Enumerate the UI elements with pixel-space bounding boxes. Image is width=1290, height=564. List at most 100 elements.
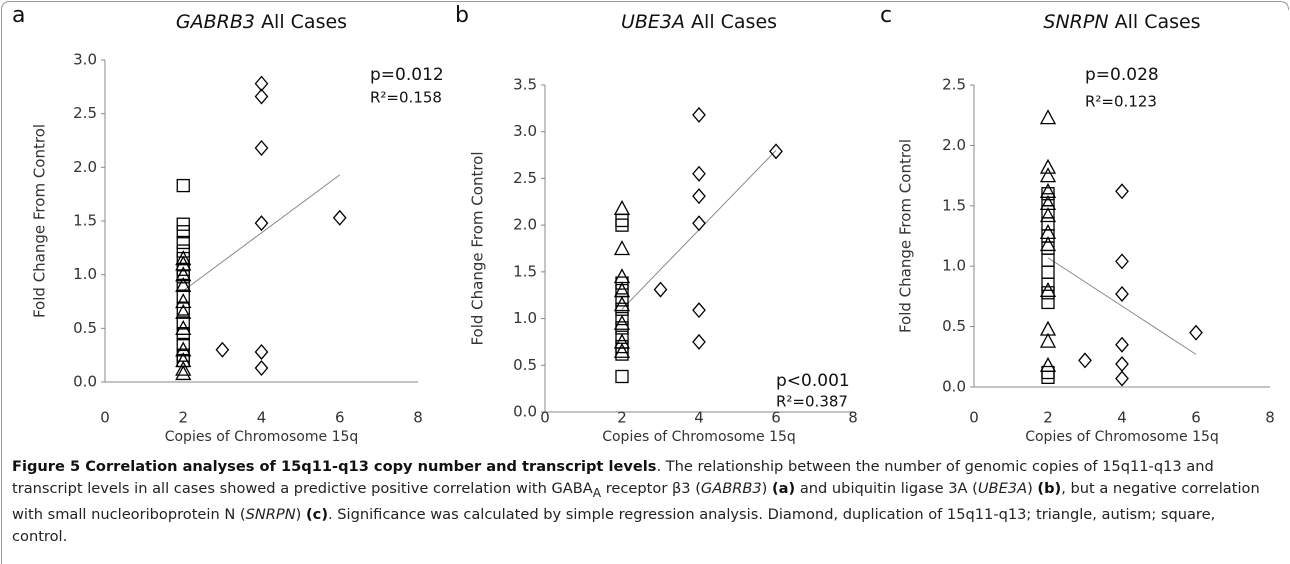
point	[1041, 241, 1055, 255]
point	[176, 235, 190, 250]
y-tick-label: 3.0	[513, 122, 537, 140]
point	[615, 369, 629, 384]
x-tick-label: 0	[540, 409, 550, 427]
point	[1039, 207, 1057, 223]
x-tick-label: 4	[257, 409, 267, 427]
point	[176, 289, 190, 303]
point	[175, 255, 192, 271]
x-tick-label: 4	[1117, 409, 1127, 427]
y-tick-label: 2.5	[513, 169, 537, 187]
caption-text: )	[761, 480, 772, 497]
title-gene: UBE3A	[621, 11, 685, 33]
y-tick-label: 0.5	[513, 356, 537, 374]
point	[176, 316, 190, 330]
point	[254, 88, 269, 105]
point	[692, 188, 706, 205]
title-text: All Cases	[691, 11, 777, 33]
point	[254, 360, 269, 377]
point	[692, 165, 706, 182]
point	[254, 343, 269, 360]
annotation: R²=0.158	[370, 89, 442, 107]
point	[1041, 277, 1055, 291]
x-tick-label: 0	[969, 409, 979, 427]
x-tick-label: 2	[178, 409, 188, 427]
point	[176, 217, 190, 231]
annotation: R²=0.387	[776, 393, 848, 411]
x-tick-label: 8	[848, 409, 858, 427]
point	[1041, 265, 1055, 279]
y-tick-label: 1.5	[513, 262, 537, 280]
annotation: p=0.012	[370, 65, 444, 85]
point	[692, 215, 706, 232]
point	[615, 311, 629, 326]
caption-title: Figure 5 Correlation analyses of 15q11-q…	[12, 458, 657, 475]
point	[613, 268, 631, 284]
y-tick-label: 3.0	[73, 51, 97, 69]
title-gene: GABRB3	[176, 11, 255, 33]
trendline	[182, 174, 341, 292]
y-tick-label: 2.0	[513, 216, 537, 234]
point	[613, 240, 631, 256]
y-tick-label: 0.0	[73, 373, 97, 391]
point	[175, 266, 192, 282]
y-tick-label: 1.0	[73, 265, 97, 283]
point	[1078, 352, 1092, 369]
point	[1115, 370, 1129, 387]
point	[175, 277, 192, 293]
x-tick-label: 0	[100, 409, 110, 427]
caption-text: A	[592, 485, 602, 500]
caption-text: . The relationship between the number of…	[12, 458, 1214, 497]
y-tick-label: 1.0	[513, 309, 537, 327]
caption-text: (a)	[772, 480, 796, 497]
point	[615, 218, 629, 232]
point	[1115, 253, 1129, 270]
x-tick-label: 2	[617, 409, 627, 427]
y-tick-label: 1.5	[73, 212, 97, 230]
caption-text: (b)	[1037, 480, 1062, 497]
caption-text: . Significance was calculated by simple …	[12, 505, 1216, 545]
point	[1115, 356, 1129, 373]
point	[1039, 109, 1057, 125]
point	[1039, 332, 1057, 348]
annotation: p<0.001	[776, 371, 850, 391]
point	[1041, 286, 1055, 300]
caption-text: , but a negative correlation with small …	[12, 480, 1260, 523]
point	[176, 225, 190, 239]
caption-text: (c)	[306, 505, 328, 523]
chart-title: SNRPN All Cases	[1043, 11, 1200, 33]
annotation: p=0.028	[1085, 65, 1159, 85]
x-axis-label: Copies of Chromosome 15q	[1025, 429, 1219, 445]
point	[613, 282, 631, 298]
point	[769, 143, 783, 160]
point	[1115, 285, 1129, 302]
point	[615, 213, 629, 228]
y-tick-label: 1.5	[942, 196, 966, 214]
x-tick-label: 6	[1191, 409, 1201, 427]
caption-text: and ubiquitin ligase 3A (	[795, 480, 978, 497]
point	[692, 106, 706, 123]
x-axis-label: Copies of Chromosome 15q	[602, 429, 796, 445]
caption-text: SNRPN	[245, 505, 296, 523]
y-tick-label: 0.0	[513, 403, 537, 421]
point	[176, 337, 190, 352]
title-text: All Cases	[261, 11, 347, 33]
point	[1041, 229, 1055, 243]
point	[615, 347, 629, 361]
point	[613, 199, 631, 215]
point	[254, 140, 269, 157]
point	[1039, 167, 1057, 183]
y-axis-label: Fold Change From Control	[31, 124, 49, 318]
chart-title: GABRB3 All Cases	[176, 11, 347, 33]
y-tick-label: 2.0	[942, 136, 966, 154]
point	[175, 360, 192, 376]
y-tick-label: 2.5	[73, 104, 97, 122]
point	[615, 293, 629, 307]
point	[613, 342, 631, 358]
caption-text: )	[1027, 480, 1038, 497]
point	[175, 293, 192, 309]
point	[254, 215, 269, 232]
caption-text: UBE3A	[977, 480, 1028, 497]
title-text: All Cases	[1115, 11, 1201, 33]
